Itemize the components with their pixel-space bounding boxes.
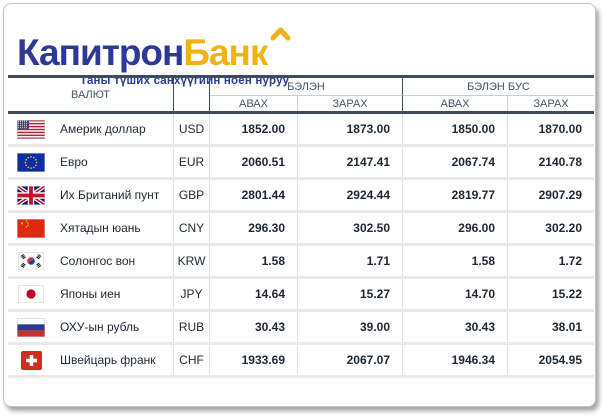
table-row: Евро EUR 2060.51 2147.41 2067.74 2140.78 [8, 147, 594, 180]
table-row: Их Британий пунт GBP 2801.44 2924.44 281… [8, 180, 594, 213]
japan-flag [17, 285, 45, 304]
noncash-buy-rate: 296.00 [403, 213, 508, 243]
header-cash-buy: АВАХ [210, 96, 298, 111]
currency-name: Японы иен [60, 287, 121, 301]
currency-code: GBP [174, 180, 210, 210]
currency-code: USD [174, 114, 210, 144]
table-row: Японы иен JPY 14.64 15.27 14.70 15.22 [8, 279, 594, 312]
table-row: ОХУ-ын рубль RUB 30.43 39.00 30.43 38.01 [8, 312, 594, 345]
cash-buy-rate: 30.43 [210, 312, 298, 342]
noncash-sell-rate: 2140.78 [538, 155, 582, 169]
bank-tagline: Таны түших санхүүгийн ноён нуруу [80, 75, 290, 87]
russia-flag [17, 317, 45, 337]
header-currency: ВАЛЮТ [8, 78, 174, 111]
header-noncash-sell: ЗАРАХ [533, 97, 569, 110]
cash-sell-rate: 302.50 [298, 213, 403, 243]
noncash-sell-rate: 1870.00 [538, 122, 582, 136]
currency-code: KRW [174, 246, 210, 276]
currency-name: Их Британий пунт [60, 188, 160, 202]
noncash-buy-rate: 1946.34 [403, 345, 508, 375]
logo-caret-icon [270, 5, 291, 53]
south-korea-flag [17, 252, 45, 271]
switzerland-flag [17, 350, 45, 370]
noncash-sell-rate: 15.22 [551, 287, 582, 301]
exchange-rates-table: ВАЛЮТ БЭЛЭН БЭЛЭН БУС АВАХ ЗАРАХ АВАХ ЗА… [8, 75, 594, 378]
logo-word-bank: Банк [183, 32, 268, 73]
bank-logo[interactable]: КапитронБанк Таны түших санхүүгийн ноён … [17, 5, 291, 87]
bank-logo-text: КапитронБанк [17, 5, 291, 77]
header-cash-sell: ЗАРАХ [298, 96, 403, 111]
us-flag [17, 119, 45, 139]
currency-name: Швейцарь франк [60, 353, 156, 367]
cash-sell-rate: 2067.07 [298, 345, 403, 375]
currency-code: EUR [174, 147, 210, 177]
cash-buy-rate: 1933.69 [210, 345, 298, 375]
currency-name: ОХУ-ын рубль [60, 320, 140, 334]
cash-buy-rate: 1.58 [210, 246, 298, 276]
cash-buy-rate: 1852.00 [210, 114, 298, 144]
cash-sell-rate: 1.71 [298, 246, 403, 276]
noncash-sell-rate: 1.72 [558, 254, 582, 268]
cash-buy-rate: 2801.44 [210, 180, 298, 210]
china-flag [17, 218, 45, 238]
currency-name: Америк доллар [60, 122, 146, 136]
cash-sell-rate: 2147.41 [298, 147, 403, 177]
noncash-buy-rate: 1850.00 [403, 114, 508, 144]
cash-buy-rate: 14.64 [210, 279, 298, 309]
noncash-buy-rate: 30.43 [403, 312, 508, 342]
table-header: ВАЛЮТ БЭЛЭН БЭЛЭН БУС АВАХ ЗАРАХ АВАХ ЗА… [8, 75, 594, 114]
cash-buy-rate: 296.30 [210, 213, 298, 243]
header-non-cash: БЭЛЭН БУС [403, 78, 594, 96]
noncash-sell-rate: 2907.29 [538, 188, 582, 202]
currency-code: JPY [174, 279, 210, 309]
eu-flag [17, 152, 45, 172]
logo-word-kapitron: Капитрон [17, 32, 184, 73]
header-code-empty [174, 78, 210, 111]
header-noncash-buy: АВАХ [403, 96, 508, 111]
table-row: Швейцарь франк CHF 1933.69 2067.07 1946.… [8, 345, 594, 378]
noncash-buy-rate: 14.70 [403, 279, 508, 309]
cash-sell-rate: 1873.00 [298, 114, 403, 144]
cash-buy-rate: 2060.51 [210, 147, 298, 177]
header-cash: БЭЛЭН [210, 78, 403, 96]
noncash-sell-rate: 38.01 [551, 320, 582, 334]
table-row: Америк доллар USD 1852.00 1873.00 1850.0… [8, 114, 594, 147]
currency-code: CHF [174, 345, 210, 375]
currency-name: Солонгос вон [60, 254, 136, 268]
currency-code: CNY [174, 213, 210, 243]
table-row: Хятадын юань CNY 296.30 302.50 296.00 30… [8, 213, 594, 246]
exchange-rates-widget: КапитронБанк Таны түших санхүүгийн ноён … [3, 3, 596, 407]
noncash-buy-rate: 2067.74 [403, 147, 508, 177]
noncash-sell-rate: 302.20 [545, 221, 582, 235]
cash-sell-rate: 2924.44 [298, 180, 403, 210]
uk-flag [17, 185, 45, 205]
cash-sell-rate: 15.27 [298, 279, 403, 309]
noncash-sell-rate: 2054.95 [538, 353, 582, 367]
currency-code: RUB [174, 312, 210, 342]
table-body: Америк доллар USD 1852.00 1873.00 1850.0… [8, 114, 594, 378]
table-row: Солонгос вон KRW 1.58 1.71 1.58 1.72 [8, 246, 594, 279]
currency-name: Евро [60, 155, 88, 169]
currency-name: Хятадын юань [60, 221, 141, 235]
cash-sell-rate: 39.00 [298, 312, 403, 342]
noncash-buy-rate: 1.58 [403, 246, 508, 276]
noncash-buy-rate: 2819.77 [403, 180, 508, 210]
